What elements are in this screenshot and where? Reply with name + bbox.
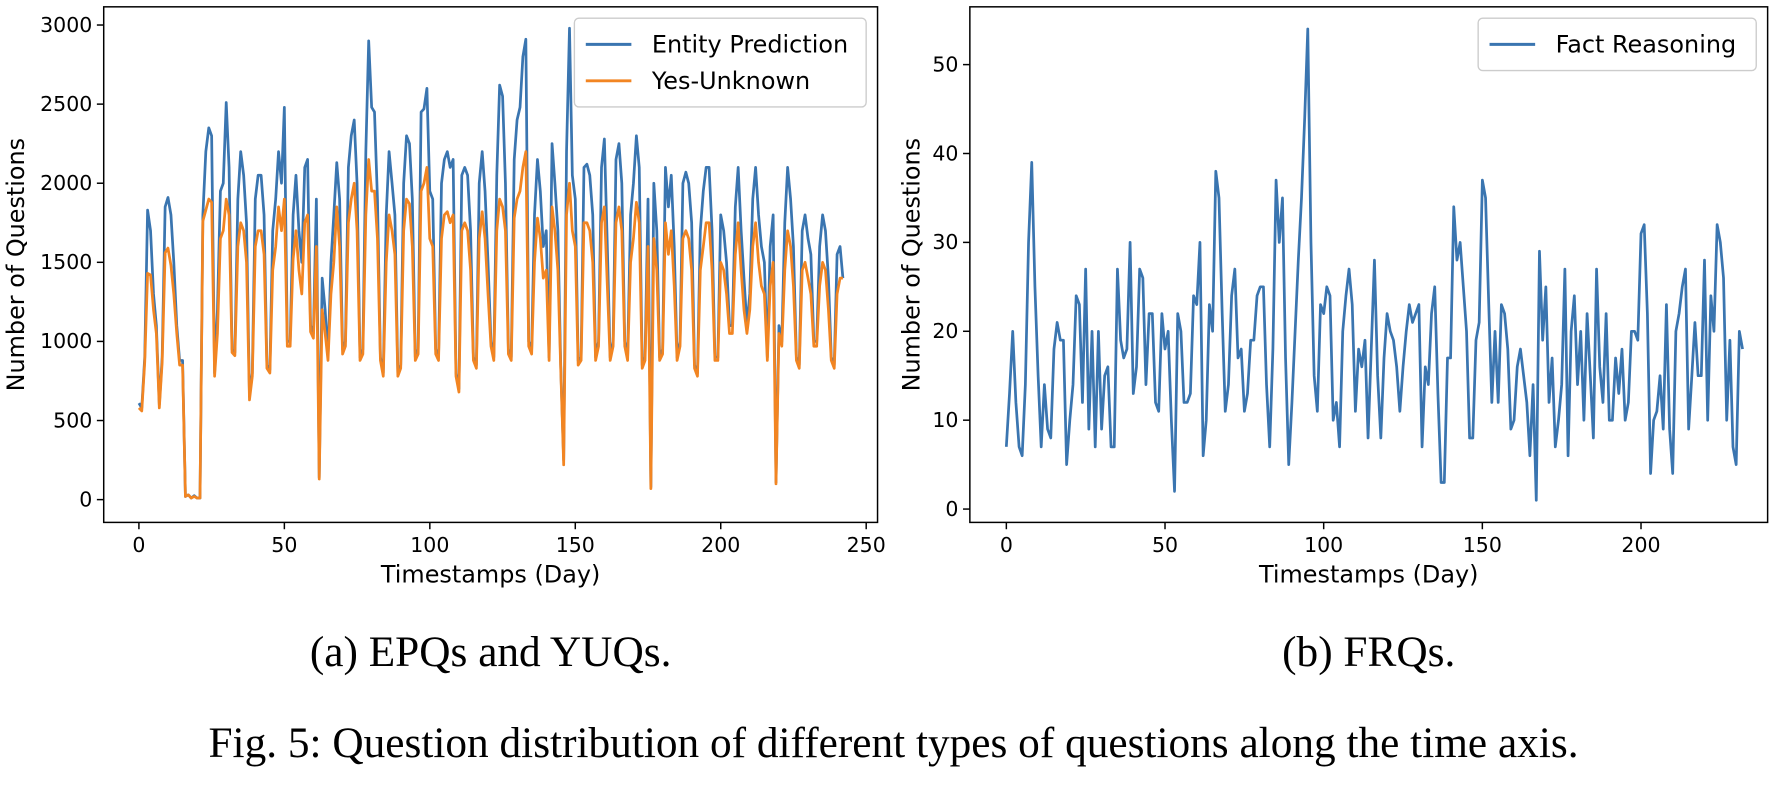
x-axis-label: Timestamps (Day) xyxy=(1258,561,1479,589)
y-tick-label: 2000 xyxy=(40,171,92,195)
y-tick-label: 30 xyxy=(932,230,958,254)
y-tick-label: 1000 xyxy=(40,329,92,353)
x-tick-label: 200 xyxy=(701,533,740,557)
legend-label: Fact Reasoning xyxy=(1556,30,1737,58)
x-tick-label: 100 xyxy=(410,533,449,557)
y-tick-label: 500 xyxy=(53,408,92,432)
y-tick-label: 20 xyxy=(932,319,958,343)
legend-box xyxy=(1477,17,1757,72)
x-tick-label: 150 xyxy=(1463,533,1502,557)
subcaption: (b) FRQs. xyxy=(1282,628,1455,676)
y-tick-label: 2500 xyxy=(40,92,92,116)
y-tick-label: 10 xyxy=(932,408,958,432)
x-tick-label: 250 xyxy=(847,533,886,557)
y-tick-label: 0 xyxy=(945,497,958,521)
y-axis-label: Number of Questions xyxy=(2,138,30,391)
x-axis-label: Timestamps (Day) xyxy=(380,561,601,589)
x-tick-label: 150 xyxy=(556,533,595,557)
x-tick-label: 0 xyxy=(132,533,145,557)
x-tick-label: 100 xyxy=(1304,533,1343,557)
series-line xyxy=(1004,27,1744,502)
y-tick-label: 40 xyxy=(932,141,958,165)
x-tick-label: 50 xyxy=(271,533,297,557)
legend-label: Yes-Unknown xyxy=(651,67,810,95)
legend-label: Entity Prediction xyxy=(652,30,848,58)
subcaption: (a) EPQs and YUQs. xyxy=(310,628,672,676)
plot-frame xyxy=(102,6,879,524)
figure-caption: Fig. 5: Question distribution of differe… xyxy=(208,719,1578,767)
plot-frame xyxy=(969,6,1769,524)
x-tick-label: 50 xyxy=(1152,533,1178,557)
y-axis-label: Number of Questions xyxy=(898,138,926,391)
y-tick-label: 50 xyxy=(932,52,958,76)
series-line xyxy=(137,150,843,500)
y-tick-label: 3000 xyxy=(40,13,92,37)
legend-box xyxy=(573,17,867,108)
y-tick-label: 1500 xyxy=(40,250,92,274)
x-tick-label: 0 xyxy=(1000,533,1013,557)
x-tick-label: 200 xyxy=(1621,533,1660,557)
y-tick-label: 0 xyxy=(79,487,92,511)
